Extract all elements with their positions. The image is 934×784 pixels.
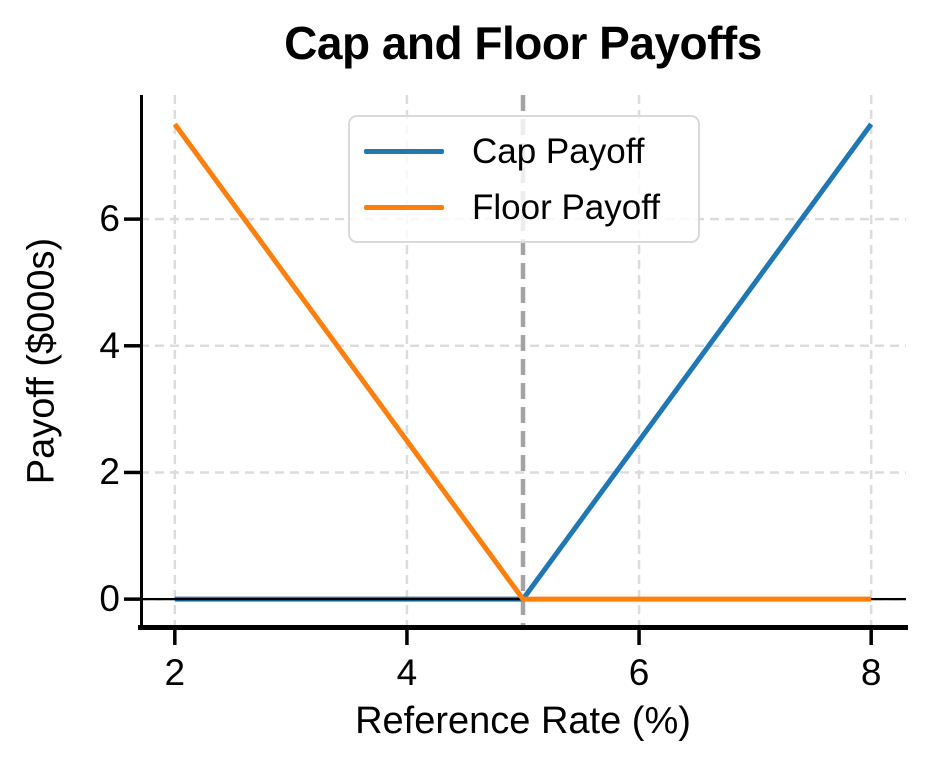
y-tick-label-6: 6 [99, 198, 120, 240]
x-tick-label-8: 8 [860, 652, 882, 693]
legend: Cap Payoff Floor Payoff [348, 115, 700, 243]
y-tick-label-2: 2 [99, 451, 120, 493]
cap-payoff-line-swatch [364, 148, 444, 154]
chart-title: Cap and Floor Payoffs [284, 17, 762, 69]
x-tick-label-6: 6 [628, 652, 650, 693]
legend-item-cap-payoff: Cap Payoff [350, 134, 698, 169]
y-tick-label-4: 4 [99, 324, 120, 366]
x-tick-label-4: 4 [396, 652, 418, 693]
legend-label-cap-payoff: Cap Payoff [472, 131, 645, 171]
x-tick-label-2: 2 [164, 652, 186, 693]
legend-label-floor-payoff: Floor Payoff [472, 187, 661, 227]
floor-payoff-line-swatch [364, 204, 444, 210]
legend-item-floor-payoff: Floor Payoff [350, 190, 698, 225]
x-axis-label: Reference Rate (%) [355, 700, 691, 742]
y-tick-label-0: 0 [99, 578, 120, 620]
series-line-floor-payoff [172, 122, 872, 602]
